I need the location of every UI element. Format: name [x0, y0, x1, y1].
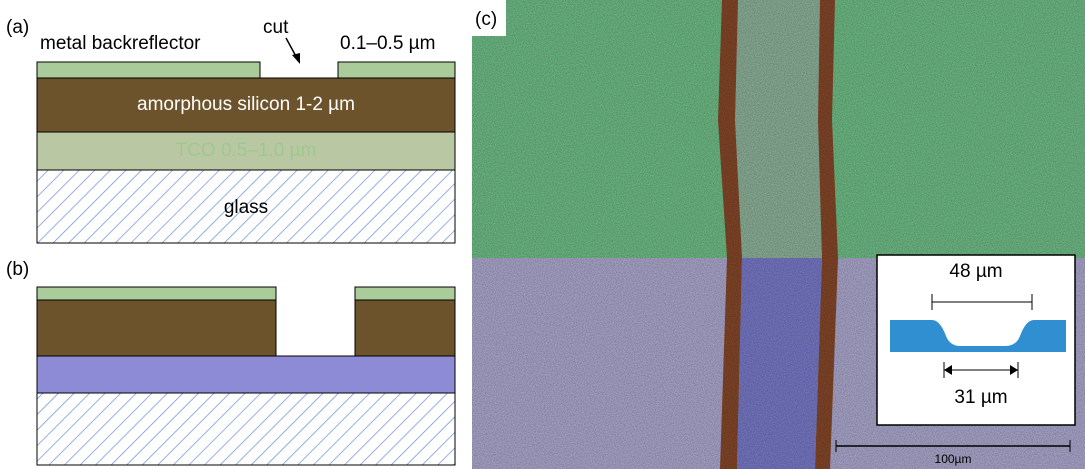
glass-layer	[37, 393, 455, 465]
scale-bar-label: 100µm	[935, 452, 972, 466]
tco-label: TCO 0.5–1.0 µm	[176, 140, 317, 161]
cut-label: cut	[263, 17, 289, 38]
top-width-label: 48 µm	[949, 261, 1002, 282]
tco-layer	[37, 356, 455, 393]
metal-layer	[338, 62, 455, 78]
metal-layer	[37, 62, 260, 78]
silicon-layer	[37, 300, 276, 356]
panel-a: (a) metal backreflector cut 0.1–0.5 µm a…	[6, 17, 455, 243]
figure: (a) metal backreflector cut 0.1–0.5 µm a…	[0, 0, 1085, 469]
panel-label: (a)	[6, 17, 29, 38]
silicon-label: amorphous silicon 1-2 µm	[137, 94, 355, 115]
metal-layer	[355, 287, 455, 300]
metal-thickness-label: 0.1–0.5 µm	[340, 33, 435, 54]
cut-arrowhead	[292, 53, 300, 64]
metal-label: metal backreflector	[40, 33, 201, 54]
bottom-width-label: 31 µm	[954, 387, 1007, 408]
panel-c: (c) 48 µm 31 µm 100µm	[472, 0, 1085, 469]
silicon-layer	[355, 300, 455, 356]
panel-label: (b)	[6, 259, 29, 280]
metal-layer	[37, 287, 276, 300]
panel-b: (b)	[6, 259, 455, 465]
panel-label: (c)	[475, 9, 497, 30]
glass-label: glass	[224, 197, 268, 218]
